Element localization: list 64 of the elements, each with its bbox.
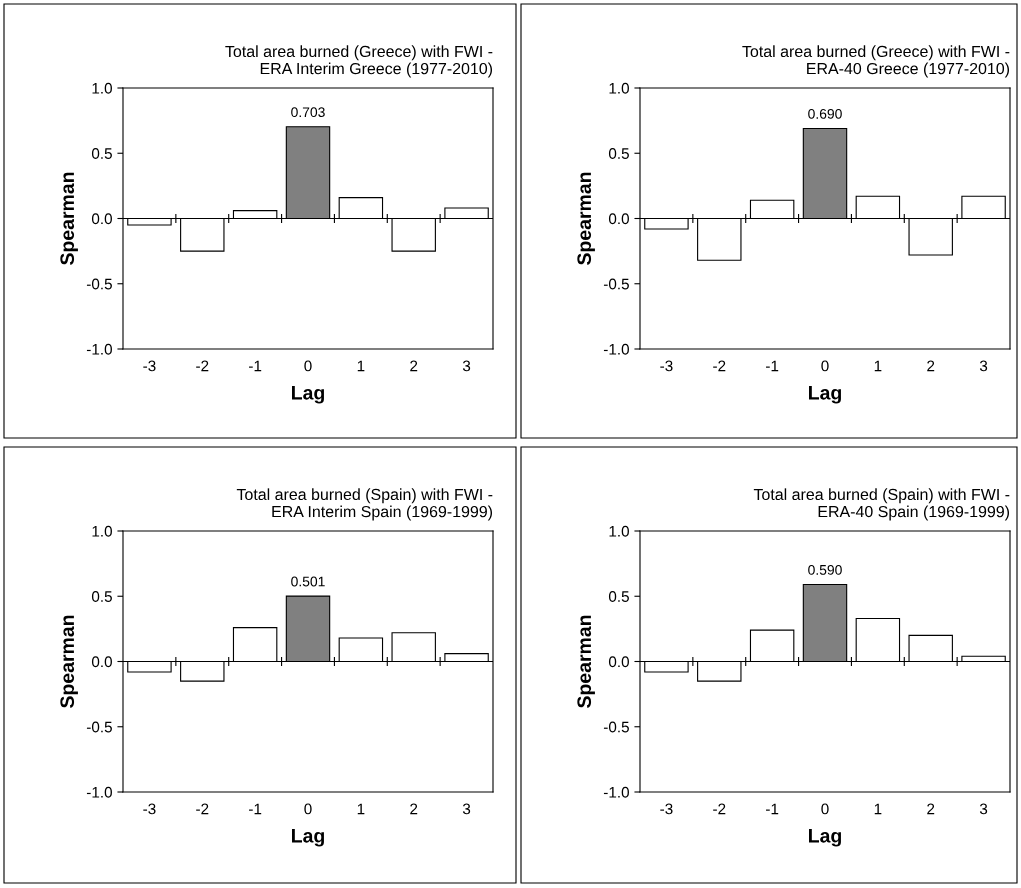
chart-title: Total area burned (Greece) with FWI - ERA Interim Greece (1977-2010) [225,45,493,78]
x-tick-label: -2 [196,803,209,815]
x-tick-label: 3 [979,803,988,815]
y-tick-label: -1.0 [603,786,629,798]
y-tick-label: 1.0 [609,82,629,94]
x-tick-label: -3 [660,803,673,815]
x-tick-label: 2 [410,360,418,372]
x-axis-title: Lag [292,829,324,847]
y-tick-label: 0.5 [608,591,629,602]
y-tick-label: -1.0 [603,343,629,355]
x-tick-label: -1 [766,360,779,372]
x-tick-label: -2 [713,803,726,815]
x-tick-label: 1 [357,803,365,815]
x-tick-label: 2 [927,360,935,372]
data-label: 0.590 [808,564,842,575]
x-tick-label: 0 [304,360,312,372]
x-tick-label: -1 [249,360,262,372]
y-tick-label: -1.0 [86,343,112,355]
chart-title: Total area burned (Greece) with FWI - ERA-40 Greece (1977-2010) [742,45,1010,78]
x-tick-label: -1 [766,803,779,815]
x-tick-label: 3 [462,803,471,815]
y-tick-label: 1.0 [609,525,629,537]
y-axis-title: Spearman [60,615,78,708]
y-tick-label: 0.0 [608,213,629,225]
x-axis-title: Lag [809,829,841,847]
x-tick-label: -3 [143,803,156,815]
x-tick-label: 1 [357,360,365,372]
chart-title: Total area burned (Spain) with FWI - ERA-40 Spain (1969-1999) [753,488,1010,521]
data-label: 0.690 [808,108,842,119]
x-axis-title: Lag [292,386,324,404]
x-tick-label: -2 [713,360,726,372]
data-label: 0.501 [291,576,325,587]
y-tick-label: 0.5 [91,591,112,602]
x-tick-label: -3 [143,360,156,372]
y-tick-label: 1.0 [92,82,112,94]
y-tick-label: 0.5 [608,148,629,159]
x-tick-label: 2 [927,803,935,815]
x-tick-label: 0 [304,803,312,815]
y-tick-label: -0.5 [603,278,629,290]
y-tick-label: 0.5 [91,148,112,159]
y-tick-label: -0.5 [86,721,112,733]
x-tick-label: -3 [660,360,673,372]
chart-title: Total area burned (Spain) with FWI - ERA Interim Spain (1969-1999) [236,488,493,521]
x-tick-label: 3 [462,360,471,372]
x-tick-label: 0 [821,360,829,372]
y-axis-title: Spearman [577,172,595,265]
y-axis-title: Spearman [577,615,595,708]
x-tick-label: 2 [410,803,418,815]
y-axis-title: Spearman [60,172,78,265]
x-tick-label: 0 [821,803,829,815]
y-tick-label: 0.0 [608,656,629,668]
y-tick-label: -0.5 [603,721,629,733]
y-tick-label: -1.0 [86,786,112,798]
x-tick-label: 1 [874,803,882,815]
x-tick-label: -1 [249,803,262,815]
y-tick-label: -0.5 [86,278,112,290]
x-tick-label: 1 [874,360,882,372]
x-axis-title: Lag [809,386,841,404]
data-label: 0.703 [291,107,325,118]
y-tick-label: 0.0 [91,213,112,225]
x-tick-label: -2 [196,360,209,372]
y-tick-label: 0.0 [91,656,112,668]
x-tick-label: 3 [979,360,988,372]
y-tick-label: 1.0 [92,525,112,537]
